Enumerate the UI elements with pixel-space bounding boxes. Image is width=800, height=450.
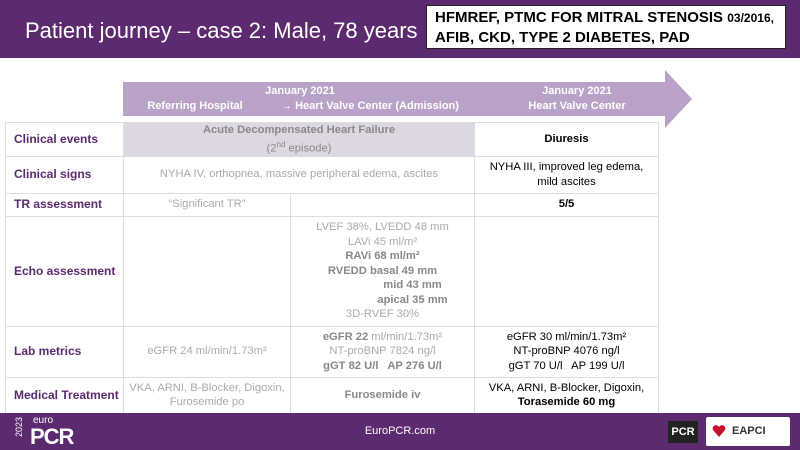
timeline-date: January 2021 [265, 85, 335, 97]
text: (2 [266, 142, 277, 155]
cell-line: VKA, ARNI, B-Blocker, Digoxin, [488, 381, 645, 394]
timeline-place: Heart Valve Center [528, 100, 626, 112]
timeline-place: Referring Hospital [147, 100, 243, 112]
row: Medical Treatment VKA, ARNI, B-Blocker, … [5, 376, 659, 414]
timeline-arrow [123, 70, 692, 128]
row-label: Echo assessment [5, 215, 124, 327]
cell [290, 192, 475, 217]
cell: Diuresis [474, 122, 659, 157]
pcr-logo: PCR [668, 421, 698, 443]
cell: LVEF 38%, LVEDD 48 mm LAVi 45 ml/m² RAVi… [290, 215, 475, 327]
row-label: Medical Treatment [5, 376, 124, 414]
cell: eGFR 30 ml/min/1.73m² NT-proBNP 4076 ng/… [474, 325, 659, 378]
cell-line: apical 35 mm [377, 293, 448, 306]
box-line: HFMREF, PTMC FOR MITRAL STENOSIS [435, 9, 724, 26]
eapci-heart [712, 425, 726, 437]
arrow-shape [123, 70, 692, 128]
cell-line: NT-proBNP 7824 ng/l [329, 345, 436, 358]
row: Echo assessment LVEF 38%, LVEDD 48 mm LA… [5, 215, 659, 327]
box-line: AFIB, CKD, TYPE 2 DIABETES, PAD [435, 29, 690, 46]
cell: NYHA III, improved leg edema, mild ascite… [474, 155, 659, 194]
cell: Acute Decompensated Heart Failure (2nd e… [123, 122, 475, 157]
timeline-place: → Heart Valve Center (Admission) [281, 100, 459, 112]
cell-line: 3D-RVEF 30% [345, 308, 420, 321]
row: TR assessment “Significant TR” 5/5 [5, 192, 659, 217]
cell-line: gGT 82 U/l AP 276 U/l [323, 359, 442, 372]
cell-line: RAVi 68 ml/m² [345, 250, 420, 263]
slide-title: Patient journey – case 2: Male, 78 years [25, 18, 418, 43]
cell-line: Torasemide 60 mg [517, 396, 616, 409]
row-label: Clinical signs [5, 155, 124, 194]
cell-line: LAVi 45 ml/m² [347, 235, 418, 248]
cell: 5/5 [474, 192, 659, 217]
cell-line: Acute Decompensated Heart Failure [202, 124, 396, 136]
cell: NYHA IV, orthopnea, massive peripheral e… [123, 155, 475, 194]
row: Lab metrics eGFR 24 ml/min/1.73m² eGFR 2… [5, 325, 659, 378]
cell: eGFR 22 ml/min/1.73m² NT-proBNP 7824 ng/… [290, 325, 475, 378]
row-label: Lab metrics [5, 325, 124, 378]
footer-site: EuroPCR.com [364, 425, 436, 437]
cell: Furosemide iv [290, 376, 475, 414]
footer-bar: 2023 euro PCR EuroPCR.com PCR EAPCI [0, 413, 800, 450]
cell-line: eGFR 22 ml/min/1.73m² [291, 330, 474, 345]
row-label: Clinical events [5, 122, 124, 157]
diagnosis-box: HFMREF, PTMC FOR MITRAL STENOSIS 03/2016… [426, 5, 786, 49]
cell: “Significant TR” [123, 192, 291, 217]
row: Clinical signs NYHA IV, orthopnea, massi… [5, 155, 659, 194]
cell: VKA, ARNI, B-Blocker, Digoxin, Furosemide… [123, 376, 291, 414]
text: ml/min/1.73m² [368, 330, 443, 343]
cell-line: Furosemide po [169, 396, 245, 409]
row: Clinical events Acute Decompensated Hear… [5, 122, 659, 157]
cell: eGFR 24 ml/min/1.73m² [123, 325, 291, 378]
cell-line: VKA, ARNI, B-Blocker, Digoxin, [129, 381, 285, 394]
text: eGFR 22 [322, 330, 369, 343]
text: episode) [285, 142, 332, 155]
row-label: TR assessment [5, 192, 124, 217]
box-date: 03/2016, [727, 11, 774, 25]
cell-line: LVEF 38%, LVEDD 48 mm [316, 221, 449, 234]
journey-table: Clinical events Acute Decompensated Hear… [5, 122, 659, 414]
cell [474, 215, 659, 327]
cell-line: mild ascites [537, 175, 596, 188]
cell-line: NT-proBNP 4076 ng/l [513, 345, 620, 358]
cell [123, 215, 291, 327]
cell-line: (2nd episode) [124, 138, 474, 156]
cell-line: eGFR 30 ml/min/1.73m² [506, 330, 627, 343]
footer-euro: euro [33, 415, 54, 426]
cell: VKA, ARNI, B-Blocker, Digoxin, Torasemide… [474, 376, 659, 414]
cell-line: NYHA III, improved leg edema, [489, 161, 644, 174]
text: nd [276, 139, 286, 149]
cell-line: RVEDD basal 49 mm [327, 264, 438, 277]
cell-line: mid 43 mm [383, 279, 442, 292]
timeline-date: January 2021 [542, 85, 612, 97]
cell-line: gGT 70 U/l AP 199 U/l [508, 359, 625, 372]
footer-pcr: PCR [30, 424, 74, 449]
